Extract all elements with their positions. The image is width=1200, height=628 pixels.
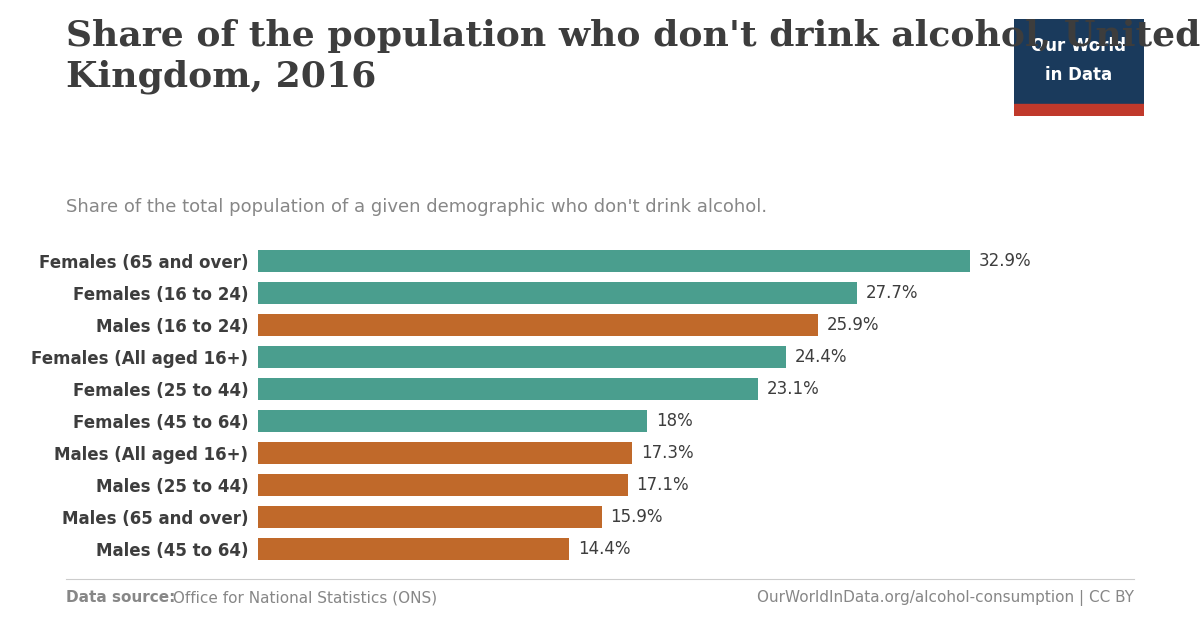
Bar: [258, 282, 857, 304]
Text: OurWorldInData.org/alcohol-consumption | CC BY: OurWorldInData.org/alcohol-consumption |…: [757, 590, 1134, 606]
Text: Our World: Our World: [1031, 37, 1127, 55]
Text: 18%: 18%: [656, 412, 692, 430]
Text: Data source:: Data source:: [66, 590, 175, 605]
Text: 17.3%: 17.3%: [641, 444, 694, 462]
Text: 24.4%: 24.4%: [794, 348, 847, 366]
Bar: [258, 346, 786, 368]
Bar: [258, 506, 602, 528]
Bar: [258, 314, 818, 336]
Text: Share of the population who don't drink alcohol, United
Kingdom, 2016: Share of the population who don't drink …: [66, 19, 1200, 94]
Bar: [258, 442, 632, 464]
Bar: [258, 474, 628, 496]
Bar: [258, 250, 970, 272]
Bar: [258, 378, 757, 400]
Text: Office for National Statistics (ONS): Office for National Statistics (ONS): [168, 590, 437, 605]
Text: 27.7%: 27.7%: [866, 284, 918, 302]
Bar: [258, 410, 647, 432]
Text: in Data: in Data: [1045, 67, 1112, 84]
Text: 23.1%: 23.1%: [767, 380, 820, 398]
Text: 32.9%: 32.9%: [978, 252, 1031, 270]
Bar: [1014, 104, 1144, 116]
Text: 15.9%: 15.9%: [611, 508, 664, 526]
Text: 14.4%: 14.4%: [578, 540, 631, 558]
Bar: [258, 538, 570, 560]
Text: 17.1%: 17.1%: [636, 476, 689, 494]
Text: 25.9%: 25.9%: [827, 316, 880, 334]
Text: Share of the total population of a given demographic who don't drink alcohol.: Share of the total population of a given…: [66, 198, 767, 216]
